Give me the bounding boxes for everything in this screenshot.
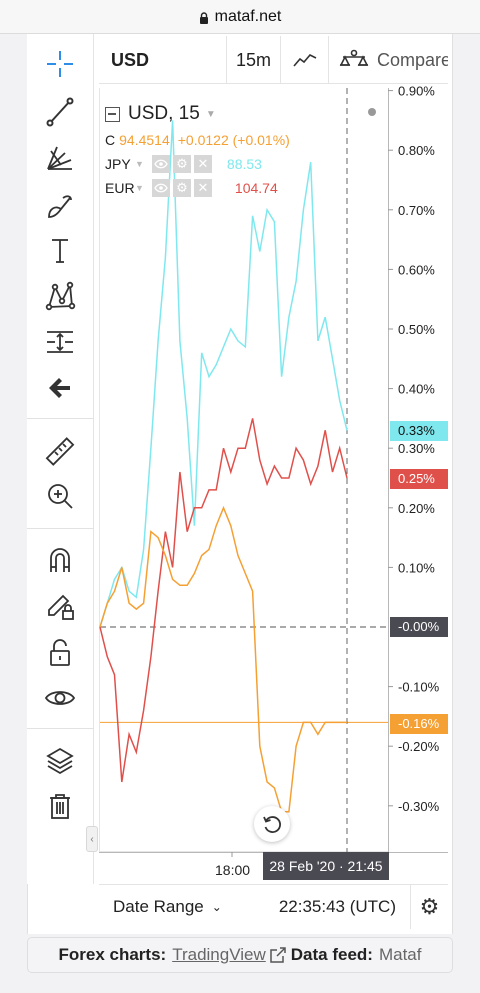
gear-icon[interactable]: ⚙ <box>172 179 191 197</box>
date-range-label: Date Range <box>113 896 204 916</box>
trend-line-icon[interactable] <box>40 92 80 132</box>
gear-icon: ⚙ <box>419 893 440 919</box>
compare-label: Compare <box>377 49 448 70</box>
change-value: +0.0122 (+0.01%) <box>177 132 290 148</box>
chart-top-toolbar: USD 15m Compare <box>99 36 448 84</box>
time-cursor-label: 28 Feb '20 · 21:45 <box>263 852 389 880</box>
toolbar-divider <box>27 418 94 419</box>
drawing-toolbar <box>27 34 94 884</box>
toolbar-divider <box>27 728 94 729</box>
series-value-eur: 104.74 <box>234 180 278 196</box>
jpy-price-badge: 0.33% <box>390 421 448 441</box>
tradingview-link[interactable]: TradingView <box>172 945 266 964</box>
interval-button[interactable]: 15m <box>227 36 281 84</box>
chevron-down-icon: ⌄ <box>211 899 222 914</box>
interval-label: 15m <box>235 49 271 70</box>
eye-icon[interactable] <box>151 155 170 173</box>
chevron-down-icon[interactable]: ▼ <box>135 159 144 169</box>
line-chart-icon <box>292 54 316 67</box>
chart-pane[interactable] <box>99 88 388 852</box>
layers-icon[interactable] <box>40 740 80 780</box>
collapse-legend-icon[interactable] <box>105 106 120 122</box>
compare-icon <box>339 49 369 66</box>
reset-icon <box>263 816 281 833</box>
close-icon[interactable]: ✕ <box>193 179 212 197</box>
mataf-link[interactable]: Mataf <box>378 945 422 964</box>
series-name-jpy: JPY <box>105 156 131 172</box>
reset-chart-button[interactable] <box>254 806 290 842</box>
toolbar-divider <box>27 528 94 529</box>
collapse-toolbar-tab[interactable]: ‹ <box>86 826 98 852</box>
unlock-icon[interactable] <box>40 632 80 672</box>
trash-icon[interactable] <box>40 786 80 826</box>
series-value-jpy: 88.53 <box>226 156 262 172</box>
close-value: 94.4514 <box>119 132 170 148</box>
eur-price-badge: 0.25% <box>390 469 448 489</box>
settings-button[interactable]: ⚙ <box>410 884 448 929</box>
charts-prefix: Forex charts: <box>58 945 167 964</box>
legend-title: USD, 15 <box>128 103 200 124</box>
back-arrow-icon[interactable] <box>40 368 80 408</box>
crosshair-tool-icon[interactable] <box>40 44 80 84</box>
ruler-icon[interactable] <box>40 432 80 472</box>
feed-prefix: Data feed: <box>290 945 373 964</box>
symbol-search[interactable]: USD <box>99 36 227 84</box>
url-text: mataf.net <box>214 7 282 25</box>
close-icon[interactable]: ✕ <box>193 155 212 173</box>
close-label: C <box>105 132 116 148</box>
chart-type-button[interactable] <box>281 36 329 84</box>
eye-icon[interactable] <box>40 678 80 718</box>
time-tick-label: 18:00 <box>215 862 251 878</box>
zoom-in-icon[interactable] <box>40 476 80 516</box>
external-link-icon[interactable] <box>269 946 287 964</box>
brush-icon[interactable] <box>40 186 80 226</box>
chart-bottom-bar: Date Range ⌄ 22:35:43 (UTC) ⚙ <box>99 884 448 929</box>
attribution-footer: Forex charts: TradingView Data feed: Mat… <box>27 937 453 973</box>
pattern-tool-icon[interactable] <box>40 276 80 316</box>
gear-icon[interactable]: ⚙ <box>172 155 191 173</box>
series-name-eur: EUR <box>105 180 135 196</box>
chevron-down-icon[interactable]: ▼ <box>135 183 144 193</box>
date-range-button[interactable]: Date Range ⌄ <box>99 897 254 917</box>
measure-range-icon[interactable] <box>40 322 80 362</box>
eye-icon[interactable] <box>151 179 170 197</box>
symbol-label: USD <box>111 49 150 70</box>
compare-button[interactable]: Compare <box>329 36 448 84</box>
chart-legend: USD, 15 ▼ C 94.4514 +0.0122 (+0.01%) JPY… <box>105 100 290 200</box>
lock-icon <box>199 11 208 24</box>
zero-price-badge: -0.00% <box>390 617 448 637</box>
fib-fan-icon[interactable] <box>40 138 80 178</box>
utc-clock[interactable]: 22:35:43 (UTC) <box>278 896 396 916</box>
chevron-down-icon[interactable]: ▼ <box>205 108 216 120</box>
browser-address-bar[interactable]: mataf.net <box>0 0 480 34</box>
text-tool-icon[interactable] <box>40 230 80 270</box>
usd-price-badge: -0.16% <box>390 714 448 734</box>
chart-menu-dot[interactable] <box>368 108 376 116</box>
lock-drawings-icon[interactable] <box>40 586 80 626</box>
magnet-icon[interactable] <box>40 540 80 580</box>
